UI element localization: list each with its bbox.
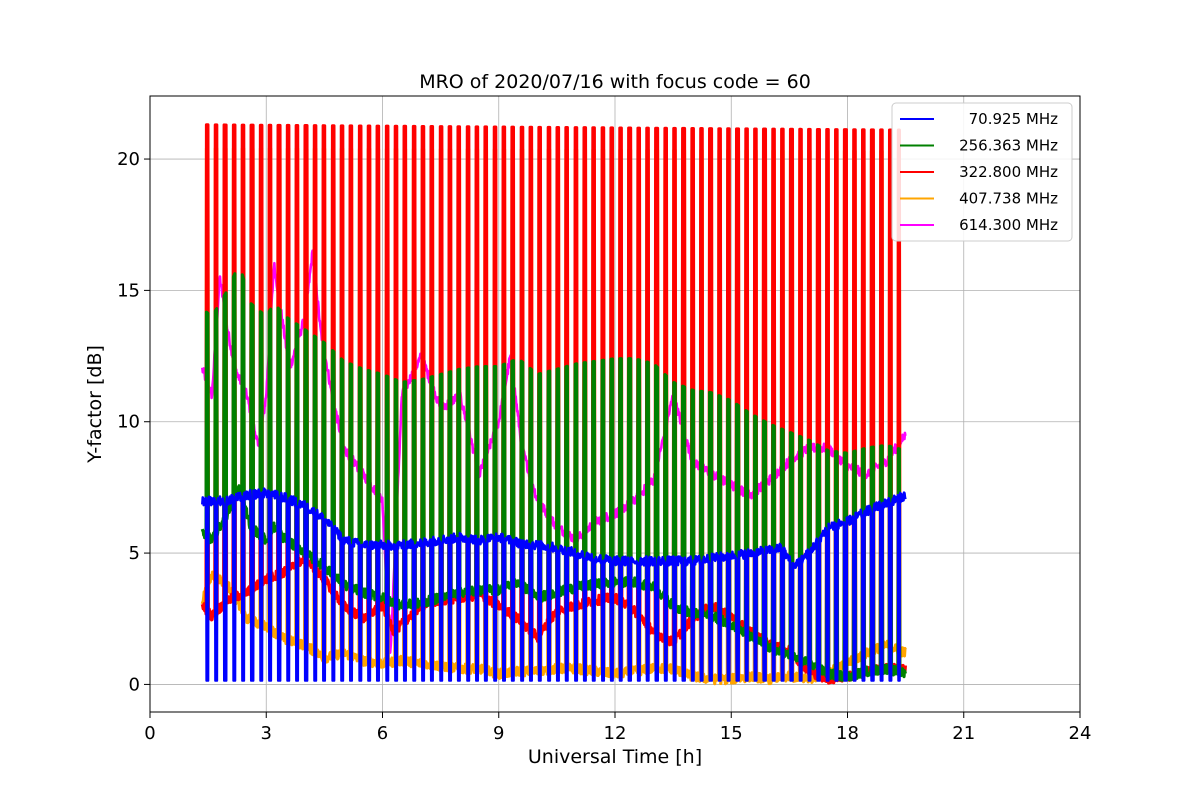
legend-label: 614.300 MHz	[959, 216, 1058, 234]
ticks: 0 3 6 9 12 15 18 21 24 0 5 10 15 20	[117, 149, 1091, 744]
series-line	[201, 249, 907, 654]
x-tick-label: 18	[836, 723, 859, 744]
legend: 70.925 MHz 256.363 MHz 322.800 MHz 407.738 …	[891, 102, 1073, 242]
legend-label: 70.925 MHz	[969, 110, 1058, 128]
y-tick-label: 15	[117, 280, 140, 301]
x-tick-label: 24	[1069, 723, 1092, 744]
y-tick-label: 5	[129, 543, 140, 564]
series-layer	[200, 123, 907, 686]
chart-title: MRO of 2020/07/16 with focus code = 60	[419, 71, 811, 93]
series-line	[200, 146, 907, 686]
x-axis-label: Universal Time [h]	[528, 746, 702, 768]
x-tick-label: 9	[493, 723, 504, 744]
series-line	[200, 272, 907, 682]
y-tick-label: 0	[129, 674, 140, 695]
x-tick-label: 12	[604, 723, 627, 744]
x-tick-label: 6	[377, 723, 388, 744]
x-tick-label: 21	[952, 723, 975, 744]
x-tick-label: 0	[144, 723, 155, 744]
series-line	[201, 487, 907, 682]
legend-label: 322.800 MHz	[959, 163, 1058, 181]
y-axis-label: Y-factor [dB]	[84, 345, 106, 464]
legend-box	[891, 102, 1073, 242]
y-tick-label: 20	[117, 149, 140, 170]
y-tick-label: 10	[117, 412, 140, 433]
x-tick-label: 3	[261, 723, 272, 744]
legend-label: 407.738 MHz	[959, 190, 1058, 208]
legend-label: 256.363 MHz	[959, 137, 1058, 155]
x-tick-label: 15	[720, 723, 743, 744]
